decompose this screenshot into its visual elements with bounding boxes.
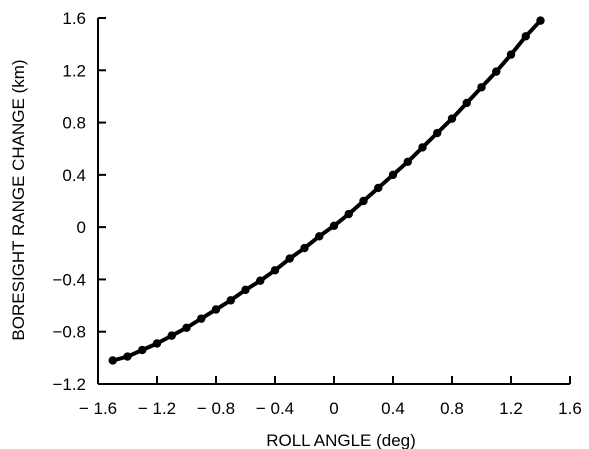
x-tick-label: 0	[329, 399, 338, 418]
x-tick-label: 0.4	[381, 399, 405, 418]
x-tick-label: 0.8	[440, 399, 464, 418]
data-point	[197, 314, 206, 323]
data-point	[108, 356, 117, 365]
x-tick-label: 1.6	[558, 399, 582, 418]
data-point	[285, 254, 294, 263]
data-point	[388, 170, 398, 180]
data-point	[418, 143, 427, 152]
y-tick-label: 1.2	[62, 61, 86, 80]
data-point	[300, 243, 309, 253]
x-axis-title: ROLL ANGLE (deg)	[266, 431, 416, 449]
x-ticks: − 1.6 − 1.2 − 0.8 − 0.4 0 0.4 0.8 1.2 1.6	[79, 376, 582, 418]
data-point	[521, 32, 530, 41]
data-point	[374, 183, 383, 193]
data-point	[403, 157, 412, 166]
x-tick-label: 1.2	[499, 399, 523, 418]
x-tick-label: − 0.8	[197, 399, 235, 418]
data-point	[152, 339, 162, 348]
data-point	[270, 266, 280, 275]
x-tick-label: − 1.2	[138, 399, 176, 418]
data-point	[536, 16, 545, 25]
data-point	[182, 323, 191, 332]
data-point	[506, 50, 516, 59]
data-point	[359, 196, 368, 206]
data-point	[241, 285, 250, 295]
data-point	[477, 83, 486, 92]
series-line	[110, 18, 543, 363]
data-point	[256, 276, 265, 285]
y-ticks: 1.6 1.2 0.8 0.4 0 −0.4 −0.8 −1.2	[52, 9, 106, 394]
y-tick-label: 0.8	[62, 114, 86, 133]
y-axis-title: BORESIGHT RANGE CHANGE (km)	[9, 59, 28, 340]
data-point	[315, 232, 324, 241]
data-point	[447, 114, 457, 123]
y-tick-label: 1.6	[62, 9, 86, 28]
data-point	[167, 331, 176, 340]
series	[108, 16, 545, 365]
data-point	[123, 352, 132, 361]
data-point	[226, 296, 235, 305]
data-point	[138, 345, 147, 355]
y-tick-label: 0.4	[62, 166, 86, 185]
data-point	[344, 209, 353, 219]
y-tick-label: 0	[77, 218, 86, 237]
x-tick-label: − 1.6	[79, 399, 117, 418]
y-tick-label: −0.8	[52, 323, 86, 342]
data-point	[462, 98, 471, 108]
data-point	[492, 67, 501, 76]
x-tick-label: − 0.4	[256, 399, 294, 418]
y-tick-label: −0.4	[52, 270, 86, 289]
data-point	[329, 221, 339, 231]
y-tick-label: −1.2	[52, 375, 86, 394]
data-point	[211, 305, 221, 314]
data-point	[433, 128, 442, 138]
